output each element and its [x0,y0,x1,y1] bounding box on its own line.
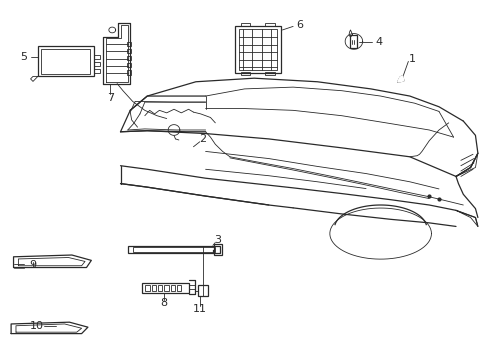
Bar [126,56,130,60]
Text: 4: 4 [374,37,382,48]
Bar [170,285,175,292]
Bar [142,283,188,293]
Bar [214,244,221,255]
Bar [127,246,220,253]
Polygon shape [397,76,403,82]
Bar [151,285,156,292]
Text: 7: 7 [106,93,114,103]
Bar [14,257,24,267]
Text: 2: 2 [198,134,205,144]
Bar [240,23,250,26]
Bar [38,46,94,76]
Polygon shape [14,255,91,267]
Bar [198,285,207,296]
Text: 8: 8 [161,298,167,308]
Bar [41,49,90,74]
Text: 6: 6 [296,19,303,30]
Bar [94,55,100,59]
Bar [177,285,181,292]
Bar [126,49,130,53]
Text: 9: 9 [29,260,37,270]
Bar [23,328,42,333]
Bar [238,29,277,70]
Bar [126,70,130,75]
Bar [126,42,130,46]
Bar [240,72,250,75]
Bar [158,285,162,292]
Bar [164,285,168,292]
Bar [145,285,149,292]
Text: 10: 10 [29,321,43,332]
Bar [234,26,281,73]
Polygon shape [11,322,88,334]
Text: 3: 3 [214,235,221,245]
Text: 5: 5 [20,52,27,62]
Bar [265,23,275,26]
Bar [265,72,275,75]
Bar [94,69,100,73]
Bar [126,63,130,67]
Bar [23,261,38,266]
Text: 11: 11 [192,304,206,314]
Bar [132,247,215,252]
Text: 1: 1 [408,54,415,64]
Bar [94,62,100,66]
Bar [350,35,357,48]
